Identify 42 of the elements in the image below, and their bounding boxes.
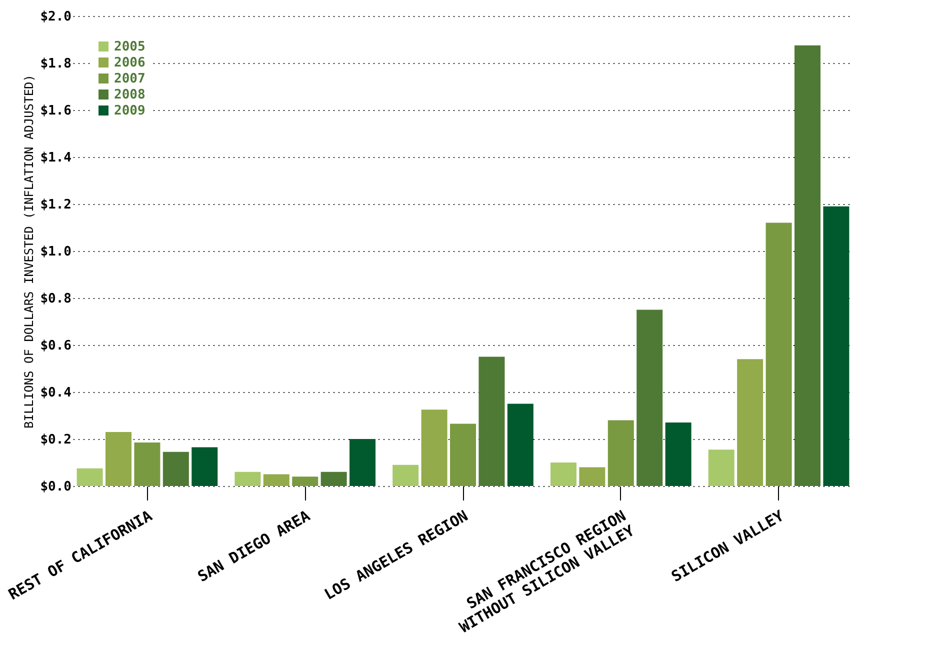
- bar: [292, 476, 318, 486]
- legend-label: 2008: [114, 88, 146, 102]
- bar: [350, 439, 376, 486]
- y-tick-label: $0.6: [40, 338, 72, 354]
- bar: [766, 222, 792, 486]
- y-tick-label: $0.4: [40, 386, 72, 400]
- y-tick-label: $1.6: [40, 104, 72, 118]
- y-tick-label: $0.8: [40, 292, 72, 306]
- bar: [192, 447, 218, 486]
- bar: [636, 310, 663, 486]
- bar: [450, 424, 476, 486]
- bar: [263, 474, 290, 486]
- bar: [550, 462, 576, 486]
- bar: [392, 464, 419, 486]
- bar: [234, 472, 261, 486]
- y-tick-label: $0.0: [40, 480, 72, 494]
- bar: [106, 432, 132, 486]
- bar: [665, 422, 692, 486]
- y-tick-label: $1.0: [40, 244, 72, 260]
- bar: [708, 450, 734, 486]
- bar: [76, 468, 103, 486]
- bar: [794, 45, 820, 486]
- bar: [162, 452, 189, 486]
- bar: [608, 420, 634, 486]
- bar: [579, 467, 606, 486]
- legend-label: 2009: [114, 104, 146, 118]
- y-tick-label: $1.8: [40, 56, 72, 72]
- bar: [421, 410, 448, 486]
- bar: [737, 359, 764, 486]
- bar: [478, 356, 505, 486]
- y-tick-label: $0.2: [40, 432, 72, 448]
- legend-label: 2006: [114, 56, 146, 70]
- bar: [134, 442, 160, 486]
- y-axis-title: BILLIONS OF DOLLARS INVESTED (INFLATION ADJUSTED): [22, 74, 36, 429]
- bar: [320, 472, 347, 486]
- bar: [823, 206, 850, 486]
- y-tick-label: $1.2: [40, 198, 72, 212]
- y-tick-label: $2.0: [40, 10, 72, 24]
- bar: [507, 404, 534, 486]
- y-tick-label: $1.4: [40, 150, 72, 166]
- legend-label: 2005: [114, 40, 146, 54]
- legend-label: 2007: [114, 72, 146, 86]
